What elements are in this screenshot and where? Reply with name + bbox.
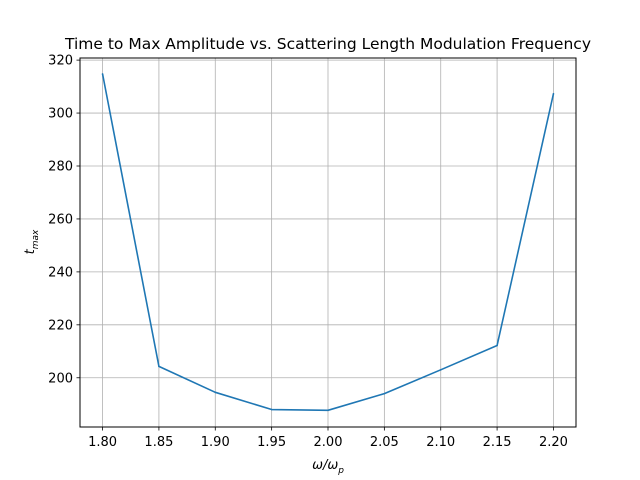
y-tick-label: 280 [48,160,73,175]
x-tick-label: 1.90 [201,435,230,450]
x-axis-label-subscript: p [337,466,344,476]
x-tick-label: 2.10 [426,435,455,450]
y-tick-label: 200 [48,371,73,386]
y-tick-label: 300 [48,107,73,122]
data-point [158,366,160,368]
data-point [496,345,498,347]
data-point [440,369,442,371]
x-tick-label: 1.95 [257,435,286,450]
x-tick-label: 1.80 [88,435,117,450]
y-axis-label-subscript: max [31,229,41,249]
data-point [384,393,386,395]
data-point [214,392,216,394]
y-tick-label: 260 [48,212,73,227]
x-tick-label: 2.20 [539,435,568,450]
y-tick-label: 220 [48,318,73,333]
chart-title: Time to Max Amplitude vs. Scattering Len… [64,35,591,53]
x-tick-label: 2.15 [483,435,512,450]
y-tick-label: 320 [48,54,73,69]
data-point [102,73,104,75]
data-point [327,410,329,412]
data-point [553,93,555,95]
x-axis-label-main: ω/ω [312,458,338,473]
data-point [271,409,273,411]
x-tick-label: 2.00 [314,435,343,450]
x-tick-label: 1.85 [144,435,173,450]
x-tick-label: 2.05 [370,435,399,450]
y-tick-label: 240 [48,265,73,280]
